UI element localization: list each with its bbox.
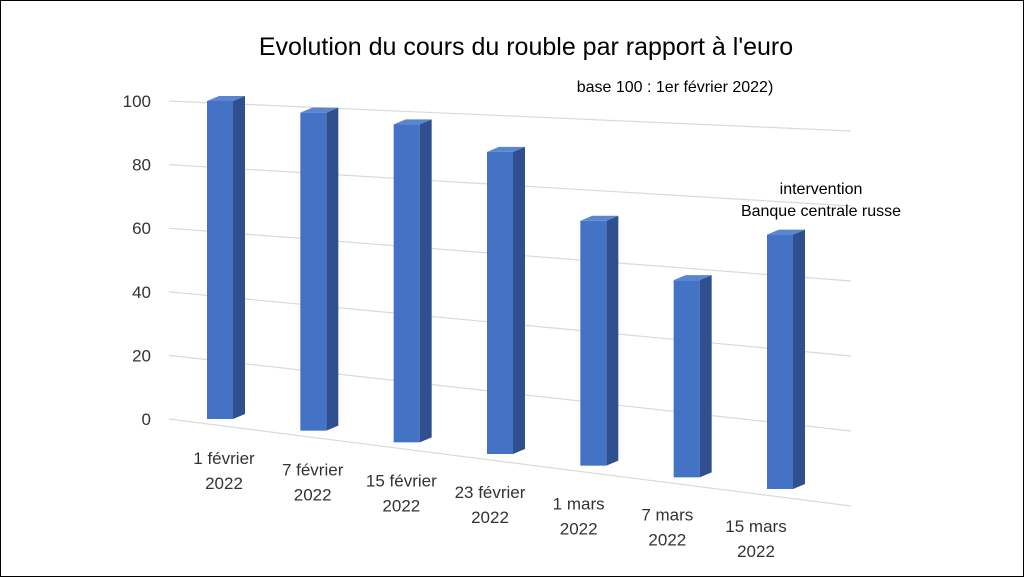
annotation-text: intervention Banque centrale russe [741, 181, 901, 220]
bar-side [793, 229, 805, 489]
bar [487, 146, 525, 454]
bar-top [393, 119, 432, 125]
annotation: intervention Banque centrale russe [741, 181, 901, 220]
bar-front [580, 220, 607, 466]
bar-front [300, 112, 327, 431]
annotation-line: Banque centrale russe [741, 203, 901, 220]
bar [207, 96, 245, 419]
gridline [168, 100, 852, 132]
x-axis-labels: 1 février 2022 7 février 2022 15 février 2022… [193, 449, 786, 561]
bars [207, 96, 805, 489]
bar-top [767, 229, 805, 235]
y-tick-label: 40 [132, 283, 151, 302]
bar-side [233, 96, 245, 419]
x-tick-label: 23 février 2022 [455, 483, 526, 527]
x-tick-label-line: 15 mars [725, 517, 786, 536]
x-tick-label-line: 1 février [193, 449, 255, 468]
annotation-line: intervention [780, 181, 863, 198]
bar [300, 107, 339, 431]
bar-top [673, 275, 712, 281]
x-tick-label-line: 2022 [737, 542, 775, 561]
x-tick-label-line: 7 mars [641, 506, 693, 525]
x-tick-label-line: 7 février [282, 460, 344, 479]
bar-side [699, 275, 712, 478]
x-tick-label: 1 février 2022 [193, 449, 255, 493]
bar-front [393, 124, 420, 443]
bar-top [300, 107, 339, 113]
x-tick-label: 1 mars 2022 [553, 494, 605, 538]
x-tick-label-line: 2022 [294, 485, 332, 504]
x-tick-label: 15 mars 2022 [725, 517, 786, 561]
chart-title: Evolution du cours du rouble par rapport… [259, 33, 793, 61]
x-tick-label: 15 février 2022 [366, 472, 437, 516]
bar-front [207, 101, 233, 419]
y-tick-label: 80 [132, 156, 151, 175]
x-tick-label-line: 2022 [560, 519, 598, 538]
bar [580, 215, 619, 466]
bar-front [487, 151, 513, 454]
bar [767, 229, 805, 489]
bar [393, 119, 432, 443]
bar-top [487, 146, 525, 152]
x-tick-label-line: 2022 [471, 508, 509, 527]
x-tick-label-line: 2022 [205, 474, 243, 493]
y-tick-label: 60 [132, 219, 151, 238]
y-tick-label: 0 [142, 410, 151, 429]
chart-subtitle: base 100 : 1er février 2022) [577, 79, 774, 96]
bar [673, 275, 712, 478]
bar-side [513, 146, 525, 454]
x-tick-label-line: 23 février [455, 483, 526, 502]
x-tick-label-line: 2022 [648, 531, 686, 550]
bar-front [673, 280, 700, 478]
bar-side [326, 107, 339, 431]
x-tick-label-line: 1 mars [553, 494, 605, 513]
gridline [168, 418, 852, 507]
x-tick-label: 7 mars 2022 [641, 506, 693, 550]
y-tick-label: 20 [132, 346, 151, 365]
x-tick-label-line: 15 février [366, 472, 437, 491]
x-tick-label: 7 février 2022 [282, 460, 344, 504]
bar-top [580, 215, 619, 221]
y-axis-ticks: 0 20 40 60 80 100 [123, 92, 151, 429]
bar-front [767, 234, 793, 489]
y-tick-label: 100 [123, 92, 151, 111]
x-tick-label-line: 2022 [382, 497, 420, 516]
bar-side [606, 215, 619, 466]
bar-side [419, 119, 432, 443]
bar-top [207, 96, 245, 101]
